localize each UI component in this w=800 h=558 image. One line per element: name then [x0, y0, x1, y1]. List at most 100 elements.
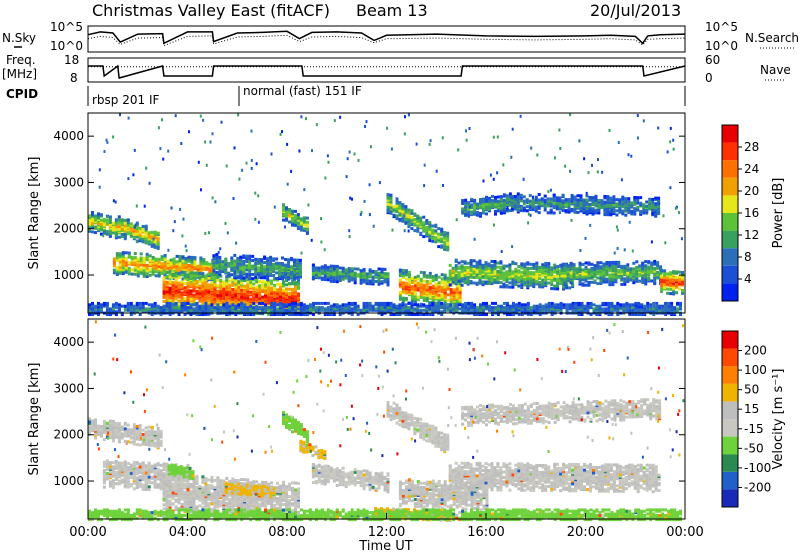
- heatmap-cell: [503, 306, 506, 309]
- heatmap-cell: [659, 265, 662, 268]
- heatmap-cell: [638, 280, 641, 283]
- heatmap-cell: [127, 218, 130, 221]
- heatmap-cell: [663, 283, 666, 286]
- heatmap-cell: [330, 267, 333, 270]
- heatmap-cell: [161, 258, 164, 261]
- heatmap-cell: [411, 285, 414, 288]
- heatmap-cell: [106, 302, 109, 305]
- heatmap-cell: [608, 261, 611, 264]
- heatmap-cell: [523, 195, 526, 198]
- heatmap-cell: [404, 303, 407, 306]
- heatmap-cell: [571, 208, 574, 211]
- heatmap-cell: [535, 196, 538, 199]
- heatmap-cell: [172, 281, 175, 284]
- heatmap-cell: [378, 302, 381, 305]
- heatmap-cell: [596, 282, 599, 285]
- heatmap-cell: [207, 305, 210, 308]
- heatmap-cell: [547, 262, 550, 265]
- heatmap-cell: [348, 302, 351, 305]
- heatmap-cell: [270, 287, 273, 290]
- heatmap-cell: [563, 303, 566, 306]
- heatmap-cell: [243, 303, 246, 306]
- heatmap-cell: [561, 269, 564, 272]
- heatmap-cell: [291, 282, 294, 285]
- heatmap-cell: [580, 194, 583, 197]
- heatmap-cell: [644, 260, 647, 263]
- heatmap-cell: [212, 270, 215, 273]
- heatmap-cell: [237, 290, 240, 293]
- heatmap-cell: [641, 281, 644, 284]
- heatmap-cell: [273, 309, 276, 312]
- heatmap-cell: [142, 240, 145, 243]
- heatmap-cell: [653, 279, 656, 282]
- heatmap-cell: [396, 201, 399, 204]
- heatmap-cell: [530, 306, 533, 309]
- heatmap-cell: [198, 284, 201, 287]
- heatmap-cell: [656, 261, 659, 264]
- heatmap-cell: [586, 199, 589, 202]
- heatmap-cell: [318, 306, 321, 309]
- heatmap-cell: [638, 264, 641, 267]
- heatmap-cell: [166, 299, 169, 302]
- heatmap-cell: [641, 262, 644, 265]
- heatmap-cell: [550, 198, 553, 201]
- heatmap-cell: [290, 275, 293, 278]
- heatmap-cell: [255, 294, 258, 297]
- heatmap-cell: [387, 193, 390, 196]
- heatmap-cell: [523, 283, 526, 286]
- heatmap-cell: [294, 281, 297, 284]
- heatmap-cell: [158, 258, 161, 261]
- heatmap-cell: [164, 258, 167, 261]
- heatmap-cell: [155, 274, 158, 277]
- heatmap-cell: [300, 307, 303, 310]
- heatmap-cell: [218, 270, 221, 273]
- heatmap-cell: [410, 306, 413, 309]
- heatmap-cell: [291, 302, 294, 305]
- heatmap-cell: [669, 280, 672, 283]
- heatmap-cell: [172, 297, 175, 300]
- heatmap-cell: [261, 283, 264, 286]
- heatmap-cell: [580, 210, 583, 213]
- heatmap-cell: [204, 292, 207, 295]
- heatmap-cell: [444, 281, 447, 284]
- heatmap-cell: [440, 233, 443, 236]
- heatmap-cell: [644, 278, 647, 281]
- heatmap-cell: [556, 202, 559, 205]
- heatmap-cell: [494, 302, 497, 305]
- heatmap-cell: [458, 280, 461, 283]
- date-label: 20/Jul/2013: [590, 1, 681, 20]
- heatmap-cell: [393, 208, 396, 211]
- heatmap-cell: [384, 268, 387, 271]
- heatmap-cell: [103, 224, 106, 227]
- heatmap-cell: [585, 270, 588, 273]
- heatmap-cell: [294, 288, 297, 291]
- heatmap-cell: [494, 306, 497, 309]
- heatmap-cell: [288, 288, 291, 291]
- heatmap-cell: [553, 198, 556, 201]
- heatmap-cell: [450, 288, 453, 291]
- heatmap-cell: [261, 280, 264, 283]
- heatmap-cell: [595, 199, 598, 202]
- heatmap-cell: [624, 204, 627, 207]
- heatmap-cell: [231, 306, 234, 309]
- heatmap-cell: [269, 266, 272, 269]
- heatmap-cell: [473, 282, 476, 285]
- heatmap-cell: [587, 305, 590, 308]
- heatmap-cell: [318, 267, 321, 270]
- heatmap-cell: [523, 202, 526, 205]
- noise-left-tick-bottom: 10^0: [50, 39, 83, 53]
- heatmap-cell: [660, 269, 663, 272]
- heatmap-cell: [636, 206, 639, 209]
- heatmap-cell: [626, 263, 629, 266]
- heatmap-cell: [175, 277, 178, 280]
- heatmap-cell: [112, 307, 115, 310]
- heatmap-cell: [321, 302, 324, 305]
- heatmap-cell: [423, 280, 426, 283]
- heatmap-cell: [333, 265, 336, 268]
- heatmap-cell: [644, 269, 647, 272]
- heatmap-cell: [440, 302, 443, 305]
- heatmap-cell: [529, 267, 532, 270]
- heatmap-cell: [449, 272, 452, 275]
- heatmap-cell: [321, 271, 324, 274]
